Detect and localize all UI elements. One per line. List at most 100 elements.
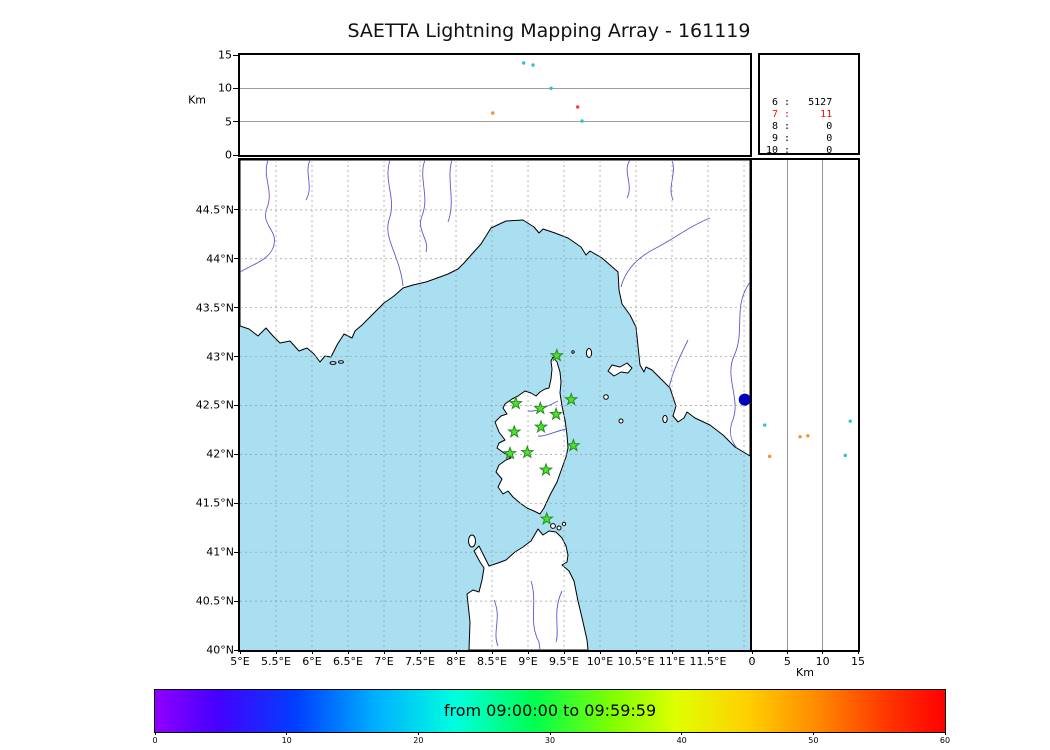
- longitude-tick-label: 5.5°E: [261, 655, 291, 668]
- station-count-row: 6 : 5127: [766, 97, 833, 108]
- altitude-tick-label: 0: [225, 148, 232, 162]
- lightning-source-point: [580, 119, 584, 123]
- time-colorbar: from 09:00:00 to 09:59:59: [154, 689, 946, 733]
- station-count-row: 7 : 11: [766, 109, 833, 120]
- longitude-tick: [455, 650, 457, 654]
- longitude-tick: [383, 650, 385, 654]
- longitude-tick: [599, 650, 601, 654]
- longitude-tick-label: 9°E: [518, 655, 538, 668]
- latitude-tick-label: 43.5°N: [195, 301, 234, 315]
- colorbar-tick-label: 60: [939, 736, 951, 745]
- figure-title: SAETTA Lightning Mapping Array - 161119: [347, 20, 751, 42]
- maddalena-island: [550, 523, 556, 529]
- latitude-tick-label: 44°N: [206, 252, 234, 266]
- longitude-tick: [419, 650, 421, 654]
- colorbar-tick: [944, 732, 946, 735]
- hyeres-island: [329, 361, 337, 365]
- altitude-tick: [857, 650, 859, 654]
- altitude-tick-label: 5: [783, 655, 791, 668]
- station-count-row: 10 : 0: [766, 145, 833, 155]
- mainland-coastline: [240, 160, 750, 457]
- altitude-tick: [233, 121, 238, 123]
- hyeres-island: [338, 360, 344, 364]
- latitude-tick-label: 41°N: [206, 545, 234, 559]
- latitude-tick: [234, 356, 238, 358]
- longitude-tick-label: 10°E: [586, 655, 614, 668]
- flash-location-dot: [738, 393, 750, 406]
- lightning-source-point: [521, 61, 526, 65]
- colorbar-tick-label: 50: [808, 736, 819, 745]
- finocchiarola-islet: [571, 350, 575, 354]
- altitude-tick-label: 0: [748, 655, 756, 668]
- colorbar-tick-label: 0: [152, 736, 158, 745]
- longitude-tick: [239, 650, 241, 654]
- longitude-tick-label: 11°E: [658, 655, 686, 668]
- lightning-source-point: [767, 454, 772, 459]
- latitude-tick: [234, 404, 238, 406]
- altitude-axis-km-label: Km: [188, 93, 206, 107]
- montecristo-island: [618, 418, 624, 424]
- altitude-tick-label: 15: [218, 48, 232, 62]
- altitude-axis-km-label: Km: [796, 666, 814, 679]
- lightning-source-point: [806, 434, 810, 438]
- longitude-tick: [527, 650, 529, 654]
- latitude-tick: [234, 600, 238, 602]
- longitude-tick: [275, 650, 277, 654]
- colorbar-tick: [417, 732, 419, 735]
- giglio-island: [662, 414, 668, 424]
- station-count-row: 8 : 0: [766, 121, 833, 132]
- latitude-tick-label: 40°N: [206, 643, 234, 657]
- lightning-source-point: [848, 419, 852, 423]
- longitude-tick-label: 6.5°E: [333, 655, 363, 668]
- longitude-tick-label: 8°E: [446, 655, 466, 668]
- longitude-tick-label: 9.5°E: [549, 655, 579, 668]
- altitude-tick: [786, 650, 788, 654]
- altitude-tick-label: 10: [218, 81, 232, 95]
- latitude-tick: [234, 258, 238, 260]
- altitude-tick-label: 10: [815, 655, 830, 668]
- latitude-tick-label: 42.5°N: [195, 398, 234, 412]
- colorbar-tick: [812, 732, 814, 735]
- colorbar-tick-label: 20: [413, 736, 424, 745]
- longitude-tick-label: 7.5°E: [405, 655, 435, 668]
- map-panel: [238, 158, 752, 652]
- altitude-longitude-plot: [240, 61, 750, 123]
- altitude-tick: [233, 54, 238, 56]
- latitude-tick: [234, 453, 238, 455]
- colorbar-tick: [549, 732, 551, 735]
- colorbar-tick: [154, 732, 156, 735]
- colorbar-time-range-label: from 09:00:00 to 09:59:59: [443, 701, 657, 720]
- longitude-tick: [635, 650, 637, 654]
- station-count-lines: 6 : 5127 7 : 11 8 : 0 9 : 010 : 011 : 01…: [766, 97, 852, 155]
- longitude-tick-label: 6°E: [302, 655, 322, 668]
- longitude-tick-label: 11.5°E: [689, 655, 727, 668]
- maddalena-island: [556, 525, 562, 531]
- latitude-tick: [234, 551, 238, 553]
- lightning-source-point: [575, 105, 580, 109]
- latitude-tick-label: 40.5°N: [195, 594, 234, 608]
- altitude-tick: [233, 154, 238, 156]
- longitude-tick-label: 10.5°E: [617, 655, 655, 668]
- altitude-tick-label: 15: [851, 655, 865, 668]
- capraia-island: [585, 348, 593, 358]
- colorbar-tick-label: 30: [544, 736, 556, 745]
- longitude-tick-label: 7°E: [374, 655, 394, 668]
- colorbar-tick-label: 10: [281, 736, 292, 745]
- altitude-tick: [233, 87, 238, 89]
- latitude-tick: [234, 307, 238, 309]
- lightning-source-point: [843, 453, 847, 458]
- latitude-tick: [234, 209, 238, 211]
- latitude-tick-label: 41.5°N: [195, 496, 234, 510]
- longitude-tick: [707, 650, 709, 654]
- longitude-tick: [311, 650, 313, 654]
- altitude-latitude-plot: [763, 160, 852, 650]
- latitude-tick-label: 43°N: [206, 350, 234, 364]
- altitude-tick: [822, 650, 824, 654]
- pianosa-island: [603, 394, 609, 400]
- latitude-tick-label: 44.5°N: [195, 203, 234, 217]
- asinara-island: [468, 534, 476, 548]
- colorbar-tick-label: 40: [676, 736, 687, 745]
- altitude-tick: [751, 650, 753, 654]
- elba-island: [607, 362, 633, 377]
